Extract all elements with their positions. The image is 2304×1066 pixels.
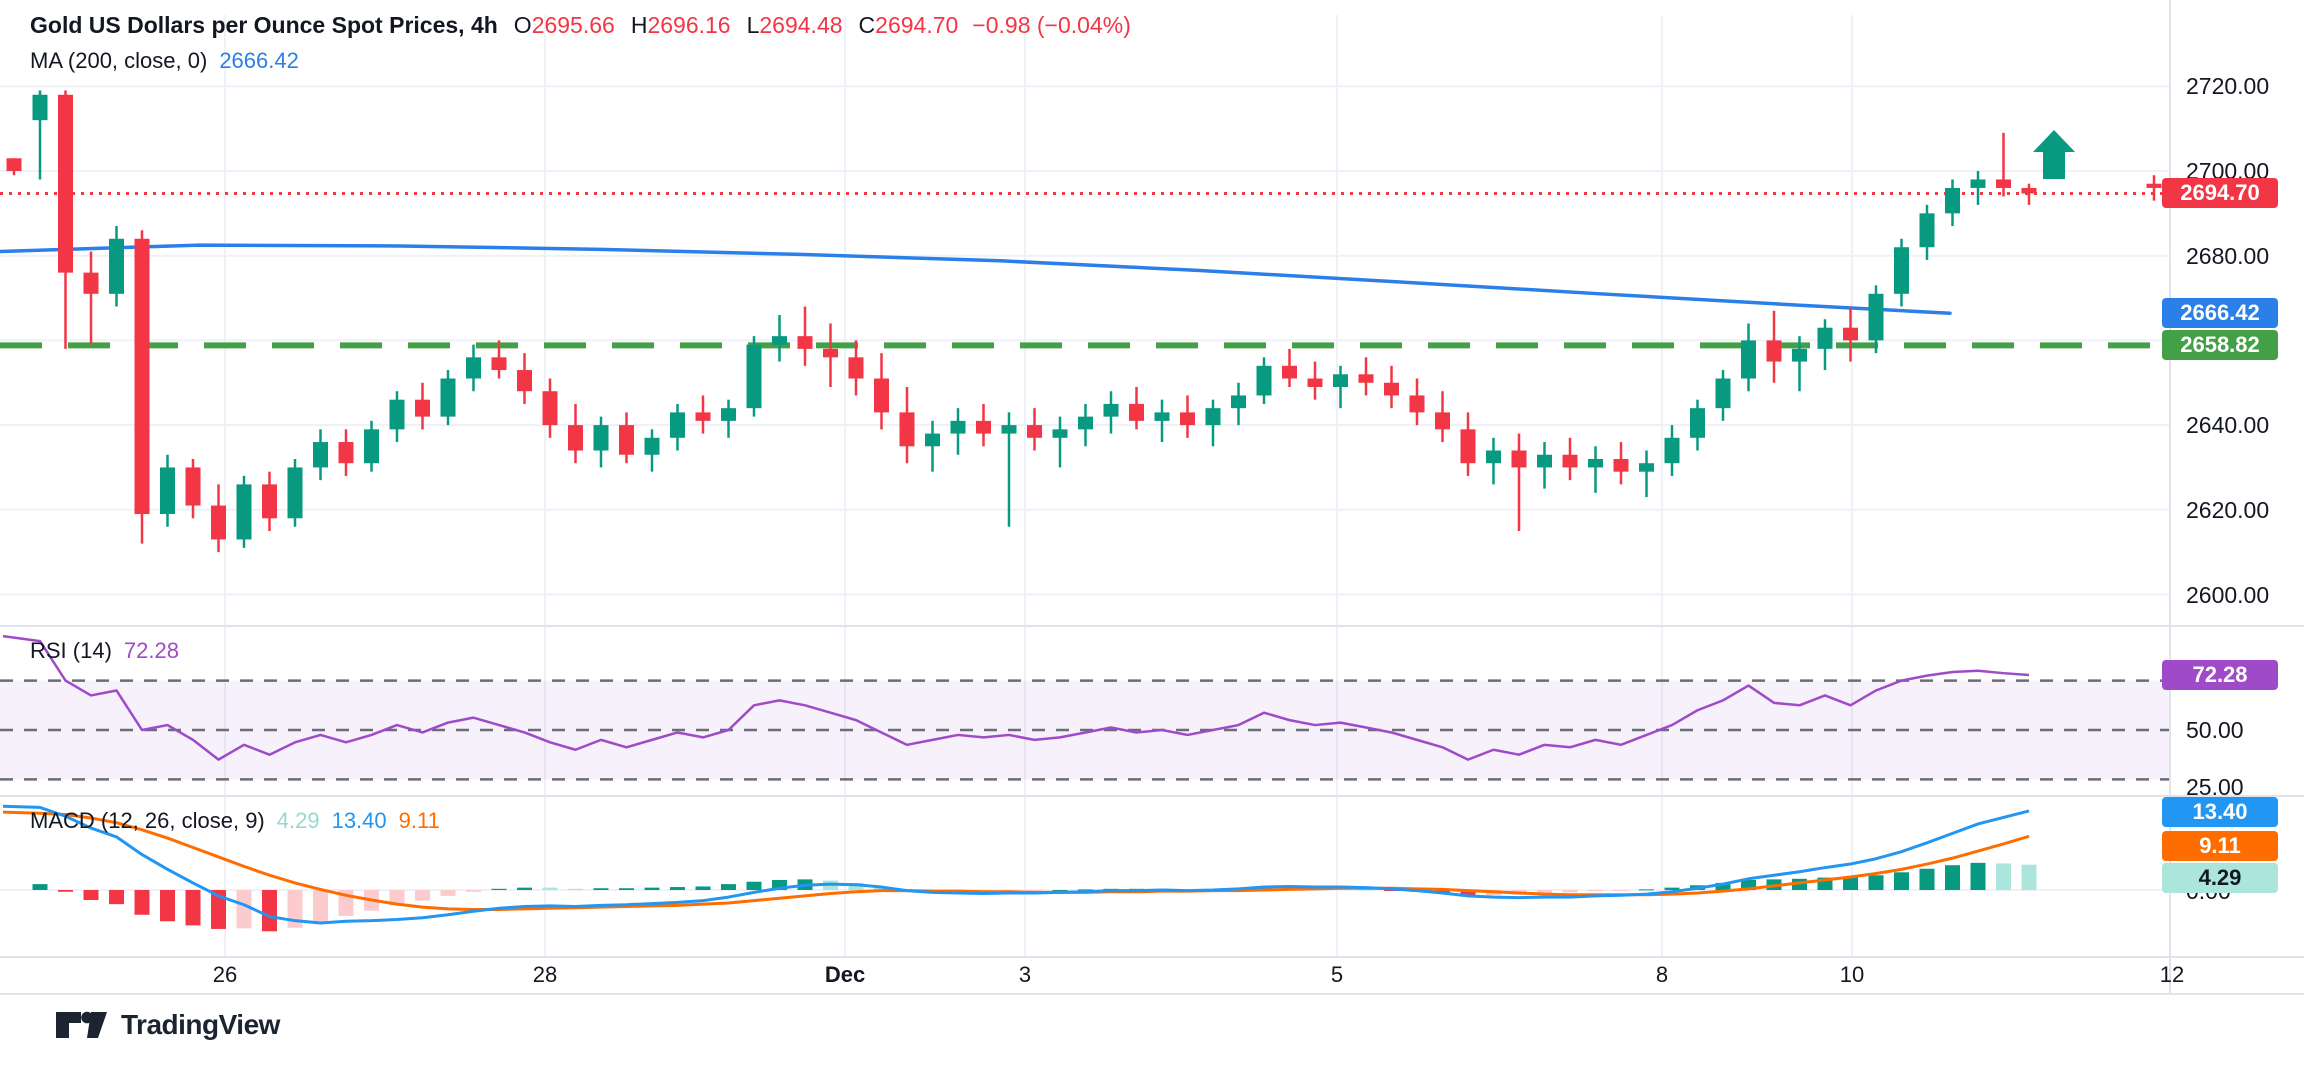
price-axis-label: 2600.00 [2186,582,2270,608]
macd-value-badge: 13.40 [2162,797,2278,827]
up-arrow-marker [2033,130,2075,179]
price-axis-label: 2640.00 [2186,412,2270,438]
time-axis-label: 8 [1655,962,1669,987]
rsi-band [0,679,2170,781]
symbol-title: Gold US Dollars per Ounce Spot Prices, 4… [30,12,498,38]
rsi-value: 72.28 [123,638,179,663]
rsi-axis-label: 25.00 [2186,774,2244,800]
ohlc-low: L2694.48 [746,12,843,38]
macd-hist-value: 4.29 [276,808,320,833]
time-axis-label: 10 [1839,962,1865,987]
tradingview-logo[interactable]: TradingView [55,1005,280,1045]
time-axis-label: 3 [1018,962,1032,987]
time-axis-label: 5 [1330,962,1344,987]
rsi-legend[interactable]: RSI (14) 72.28 [30,638,179,664]
tradingview-logo-icon [56,1011,107,1038]
ma-legend[interactable]: MA (200, close, 0) 2666.42 [30,48,299,74]
macd-line-value: 13.40 [331,808,387,833]
macd-signal-value: 9.11 [398,808,440,833]
time-axis-label: 12 [2159,962,2185,987]
last-price-badge: 2694.70 [2162,178,2278,208]
rsi-line [2,634,2030,761]
ma-value: 2666.42 [219,48,299,73]
ohlc-close: C2694.70 [858,12,959,38]
rsi-label: RSI (14) [30,638,112,663]
candles [6,90,2162,553]
v-gridlines [224,15,1853,957]
h-gridlines [0,85,2170,596]
price-axis-label: 2720.00 [2186,73,2270,99]
time-axis-label: Dec [824,962,866,987]
time-axis-label: 26 [212,962,238,987]
macd-line [2,804,2030,925]
macd-legend[interactable]: MACD (12, 26, close, 9) 4.29 13.40 9.11 [30,808,440,834]
rsi-axis-label: 50.00 [2186,717,2244,743]
rsi-value-badge: 72.28 [2162,660,2278,690]
panel-separators [0,625,2304,995]
macd-signal-badge: 9.11 [2162,831,2278,861]
symbol-legend[interactable]: Gold US Dollars per Ounce Spot Prices, 4… [30,12,1131,39]
ma-value-badge: 2666.42 [2162,298,2278,328]
ohlc-open: O2695.66 [513,12,615,38]
macd-label: MACD (12, 26, close, 9) [30,808,265,833]
tradingview-logo-text: TradingView [121,1009,280,1040]
ma-label: MA (200, close, 0) [30,48,208,73]
support-level-badge: 2658.82 [2162,330,2278,360]
ma200-line [0,243,1952,315]
price-change: −0.98 (−0.04%) [972,12,1131,38]
ohlc-high: H2696.16 [630,12,731,38]
time-axis-label: 28 [532,962,558,987]
price-axis-label: 2680.00 [2186,243,2270,269]
macd-hist-badge: 4.29 [2162,863,2278,893]
price-axis-label: 2620.00 [2186,497,2270,523]
